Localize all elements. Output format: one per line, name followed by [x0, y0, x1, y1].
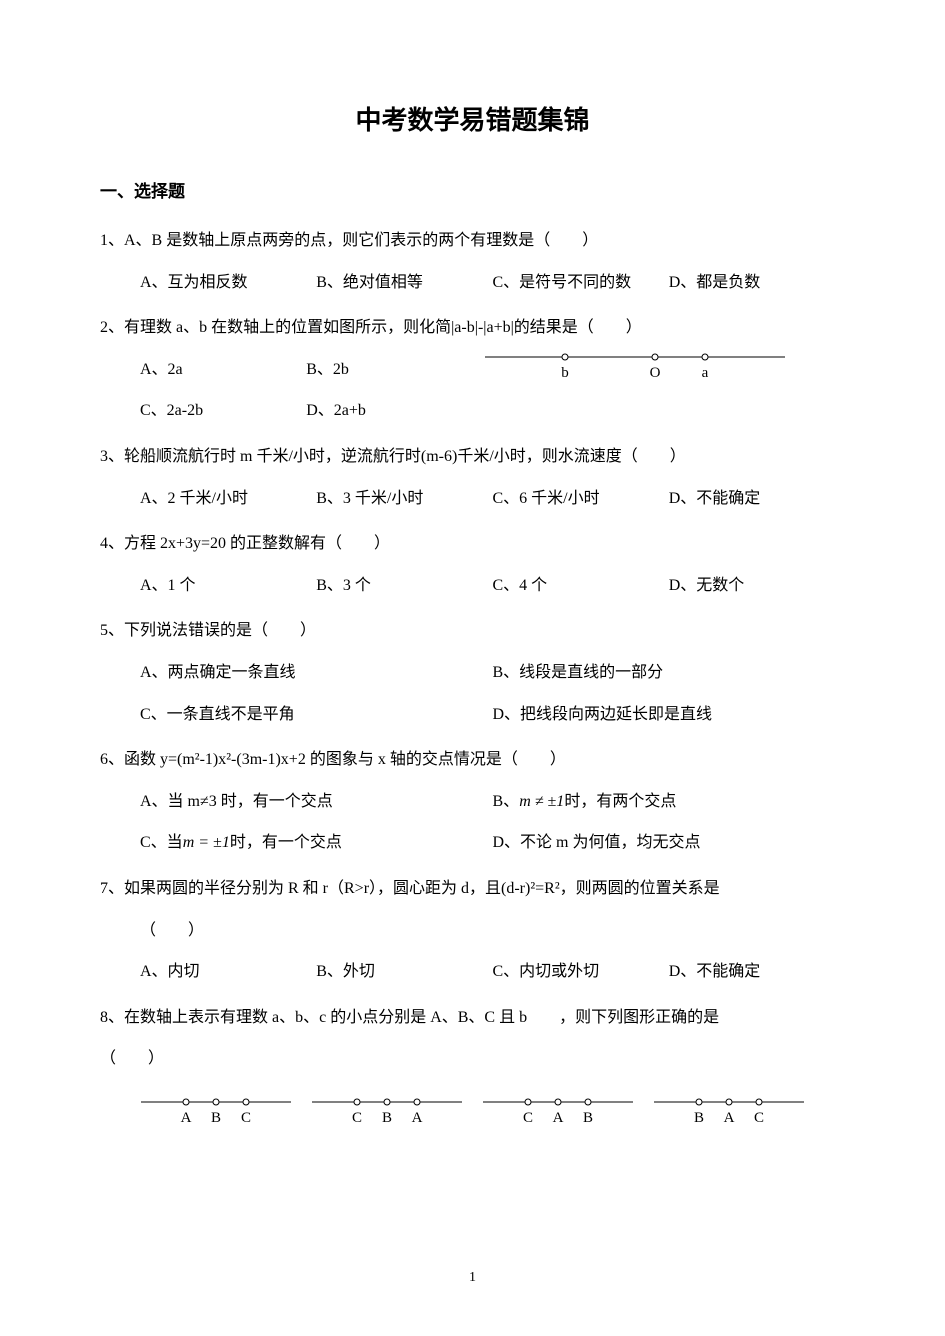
question-3: 3、轮船顺流航行时 m 千米/小时，逆流航行时(m-6)千米/小时，则水流速度（…: [100, 436, 845, 519]
number-line-icon: BAC: [654, 1090, 804, 1128]
q2-opt-a: A、2a: [140, 349, 306, 391]
q7-opt-d: D、不能确定: [669, 951, 845, 993]
svg-text:A: A: [180, 1110, 191, 1126]
q6-b-prefix: B、: [493, 793, 520, 810]
svg-text:B: B: [382, 1110, 392, 1126]
question-7: 7、如果两圆的半径分别为 R 和 r（R>r），圆心距为 d，且(d-r)²=R…: [100, 868, 845, 993]
q4-opt-a: A、1 个: [140, 565, 316, 607]
question-6: 6、函数 y=(m²-1)x²-(3m-1)x+2 的图象与 x 轴的交点情况是…: [100, 739, 845, 864]
q8-diagrams: ABC CBA CAB BAC: [100, 1080, 845, 1145]
number-line-icon: A B C: [141, 1090, 291, 1128]
q1-opt-a: A、互为相反数: [140, 262, 316, 304]
page-number: 1: [469, 1270, 476, 1286]
q8-diagram-0: A B C: [141, 1090, 291, 1145]
svg-text:B: B: [583, 1110, 593, 1126]
svg-text:C: C: [523, 1110, 533, 1126]
q1-options: A、互为相反数 B、绝对值相等 C、是符号不同的数 D、都是负数: [100, 262, 845, 304]
q1-opt-d: D、都是负数: [669, 262, 845, 304]
q4-options: A、1 个 B、3 个 C、4 个 D、无数个: [100, 565, 845, 607]
q5-opt-b: B、线段是直线的一部分: [493, 652, 846, 694]
q6-options: A、当 m≠3 时，有一个交点 B、m ≠ ±1时，有两个交点 C、当m = ±…: [100, 781, 845, 864]
svg-text:B: B: [211, 1110, 221, 1126]
q6-b-suffix: 时，有两个交点: [564, 793, 676, 810]
svg-text:A: A: [724, 1110, 735, 1126]
q4-opt-c: C、4 个: [493, 565, 669, 607]
q4-opt-b: B、3 个: [316, 565, 492, 607]
q6-c-math: m = ±1: [183, 834, 230, 851]
number-line-icon: CAB: [483, 1090, 633, 1128]
q6-b-math: m ≠ ±1: [519, 793, 564, 810]
q5-opt-c: C、一条直线不是平角: [140, 694, 493, 736]
question-8: 8、在数轴上表示有理数 a、b、c 的小点分别是 A、B、C 且 b ，则下列图…: [100, 997, 845, 1145]
q3-opt-c: C、6 千米/小时: [493, 478, 669, 520]
q1-opt-c: C、是符号不同的数: [493, 262, 669, 304]
q2-opt-c: C、2a-2b: [140, 390, 306, 432]
q5-opt-d: D、把线段向两边延长即是直线: [493, 694, 846, 736]
q7-opt-b: B、外切: [316, 951, 492, 993]
q6-c-prefix: C、当: [140, 834, 183, 851]
q8-diagram-3: BAC: [654, 1090, 804, 1145]
svg-text:C: C: [241, 1110, 251, 1126]
q7-text-line1: 7、如果两圆的半径分别为 R 和 r（R>r），圆心距为 d，且(d-r)²=R…: [100, 868, 845, 910]
q7-options: A、内切 B、外切 C、内切或外切 D、不能确定: [100, 951, 845, 993]
q2-opt-b: B、2b: [306, 349, 472, 391]
svg-text:A: A: [411, 1110, 422, 1126]
q8-diagram-1: CBA: [312, 1090, 462, 1145]
q6-opt-a: A、当 m≠3 时，有一个交点: [140, 781, 493, 823]
q2-options: A、2a B、2b C、2a-2b D、2a+b: [100, 349, 473, 432]
q7-opt-c: C、内切或外切: [493, 951, 669, 993]
q6-text: 6、函数 y=(m²-1)x²-(3m-1)x+2 的图象与 x 轴的交点情况是…: [100, 739, 845, 781]
q3-opt-a: A、2 千米/小时: [140, 478, 316, 520]
q6-c-suffix: 时，有一个交点: [230, 834, 342, 851]
section-header: 一、选择题: [100, 177, 845, 202]
q1-opt-b: B、绝对值相等: [316, 262, 492, 304]
svg-text:A: A: [553, 1110, 564, 1126]
q4-opt-d: D、无数个: [669, 565, 845, 607]
svg-text:O: O: [650, 365, 661, 381]
q2-text: 2、有理数 a、b 在数轴上的位置如图所示，则化简|a-b|-|a+b|的结果是…: [100, 307, 845, 349]
q6-opt-d: D、不论 m 为何值，均无交点: [493, 822, 846, 864]
question-1: 1、A、B 是数轴上原点两旁的点，则它们表示的两个有理数是（ ） A、互为相反数…: [100, 220, 845, 303]
q8-text-line2: （ ）: [100, 1038, 845, 1080]
q7-opt-a: A、内切: [140, 951, 316, 993]
q5-opt-a: A、两点确定一条直线: [140, 652, 493, 694]
q8-diagram-2: CAB: [483, 1090, 633, 1145]
q4-text: 4、方程 2x+3y=20 的正整数解有（ ）: [100, 523, 845, 565]
q2-opt-d: D、2a+b: [306, 390, 472, 432]
question-5: 5、下列说法错误的是（ ） A、两点确定一条直线 B、线段是直线的一部分 C、一…: [100, 610, 845, 735]
q3-text: 3、轮船顺流航行时 m 千米/小时，逆流航行时(m-6)千米/小时，则水流速度（…: [100, 436, 845, 478]
svg-text:b: b: [561, 365, 569, 381]
number-line-icon: b O a: [485, 345, 785, 385]
q5-text: 5、下列说法错误的是（ ）: [100, 610, 845, 652]
q3-opt-b: B、3 千米/小时: [316, 478, 492, 520]
svg-text:C: C: [754, 1110, 764, 1126]
q3-options: A、2 千米/小时 B、3 千米/小时 C、6 千米/小时 D、不能确定: [100, 478, 845, 520]
question-2: 2、有理数 a、b 在数轴上的位置如图所示，则化简|a-b|-|a+b|的结果是…: [100, 307, 845, 432]
number-line-icon: CBA: [312, 1090, 462, 1128]
svg-text:C: C: [352, 1110, 362, 1126]
svg-text:a: a: [702, 365, 709, 381]
q3-opt-d: D、不能确定: [669, 478, 845, 520]
q1-text: 1、A、B 是数轴上原点两旁的点，则它们表示的两个有理数是（ ）: [100, 220, 845, 262]
q5-options: A、两点确定一条直线 B、线段是直线的一部分 C、一条直线不是平角 D、把线段向…: [100, 652, 845, 735]
question-4: 4、方程 2x+3y=20 的正整数解有（ ） A、1 个 B、3 个 C、4 …: [100, 523, 845, 606]
q6-opt-c: C、当m = ±1时，有一个交点: [140, 822, 493, 864]
svg-text:B: B: [694, 1110, 704, 1126]
q8-text-line1: 8、在数轴上表示有理数 a、b、c 的小点分别是 A、B、C 且 b ，则下列图…: [100, 997, 845, 1039]
q2-number-line-diagram: b O a: [485, 345, 785, 385]
q7-text-line2: （ ）: [100, 910, 845, 952]
page-title: 中考数学易错题集锦: [100, 100, 845, 137]
q6-opt-b: B、m ≠ ±1时，有两个交点: [493, 781, 846, 823]
